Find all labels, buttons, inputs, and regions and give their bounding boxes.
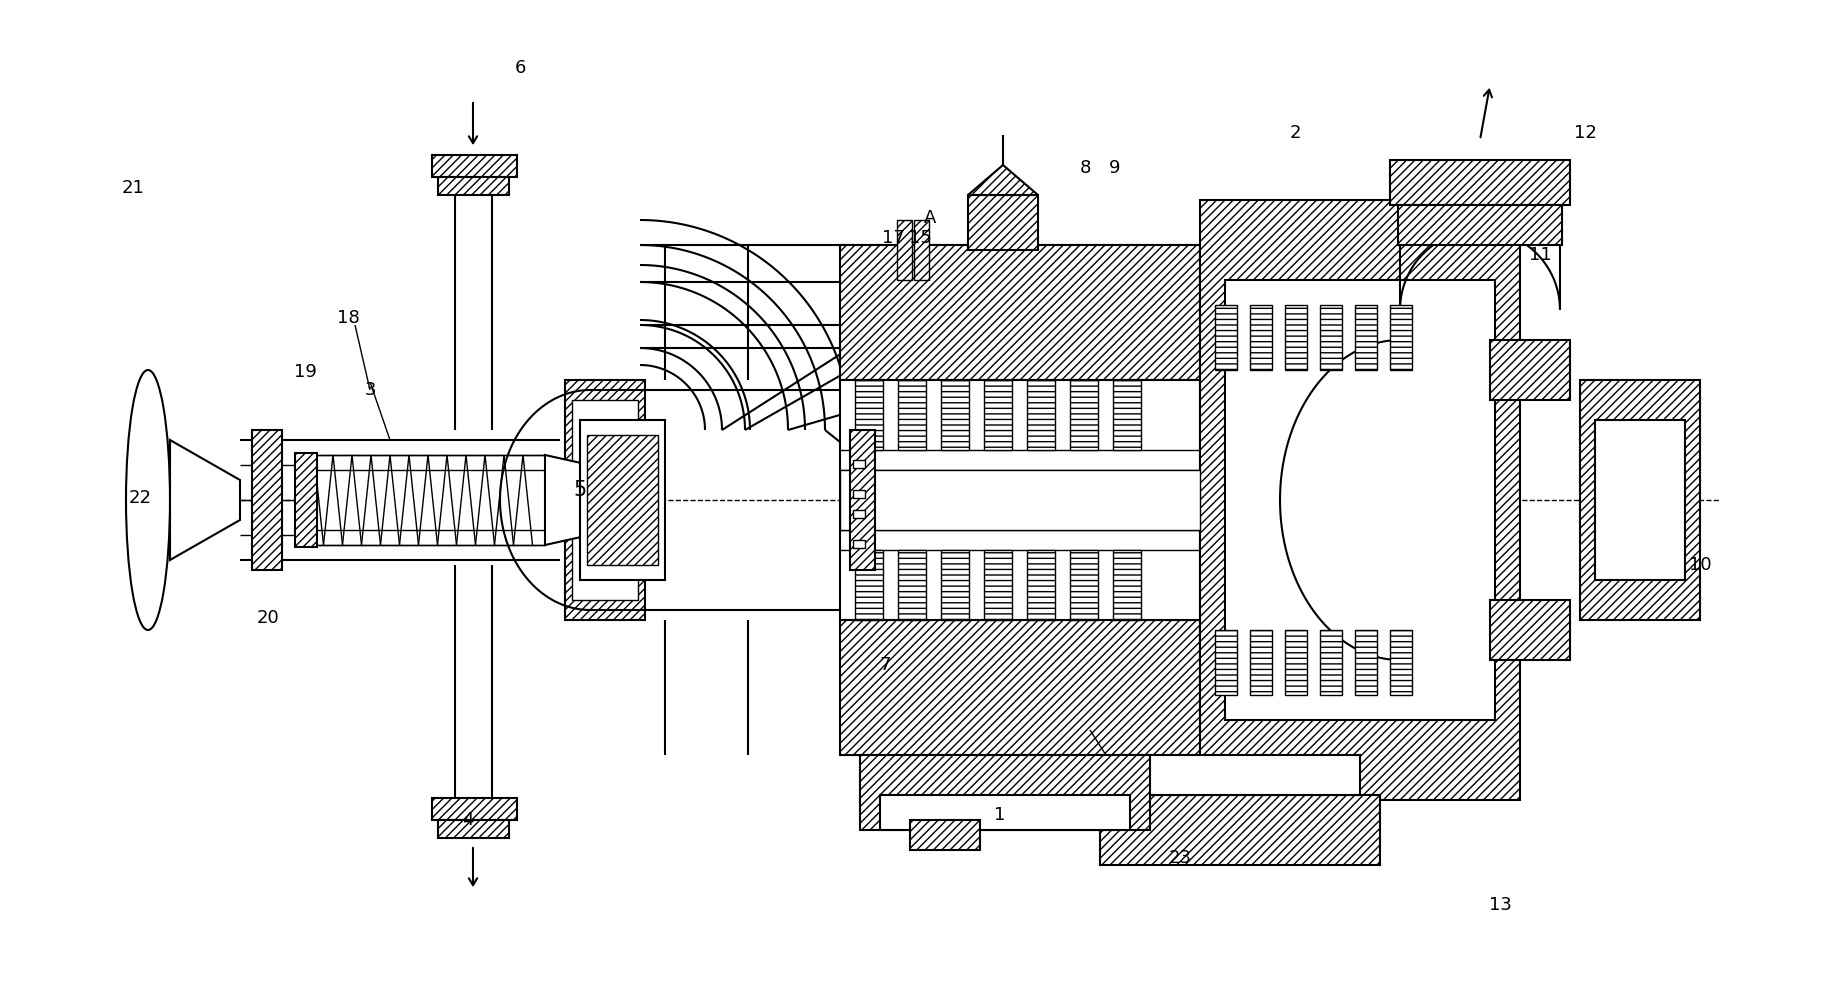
Bar [572, 400, 638, 600]
Text: 9: 9 [1110, 159, 1121, 177]
Text: 22: 22 [128, 489, 152, 507]
Bar [1285, 630, 1307, 695]
Bar [854, 490, 865, 498]
Bar [1250, 305, 1272, 370]
Bar [1100, 795, 1380, 865]
Bar [969, 195, 1038, 250]
Bar [841, 620, 1199, 755]
Bar [1596, 420, 1685, 580]
Bar [431, 798, 517, 820]
Text: 11: 11 [1528, 246, 1552, 264]
Text: 19: 19 [294, 363, 316, 381]
Bar [431, 155, 517, 177]
Bar [1216, 630, 1238, 695]
Bar [565, 380, 645, 620]
Bar [1389, 160, 1570, 205]
Bar [1121, 755, 1360, 795]
Bar [1320, 630, 1342, 695]
Bar [1320, 305, 1342, 370]
Bar [1490, 340, 1570, 400]
Polygon shape [170, 440, 239, 560]
Bar [579, 420, 665, 580]
Bar [1225, 280, 1495, 720]
Bar [1389, 630, 1411, 695]
Polygon shape [545, 455, 590, 545]
Bar [587, 435, 658, 565]
Bar [1199, 200, 1521, 800]
Bar [859, 755, 1150, 830]
Polygon shape [969, 165, 1038, 195]
Text: 7: 7 [879, 656, 890, 674]
Bar [841, 470, 1199, 530]
Bar [856, 380, 883, 450]
Bar [1355, 630, 1376, 695]
Bar [941, 550, 969, 620]
Bar [898, 380, 927, 450]
Text: 13: 13 [1488, 896, 1512, 914]
Text: 8: 8 [1079, 159, 1091, 177]
Bar [856, 550, 883, 620]
Text: A: A [923, 209, 936, 227]
Bar [983, 380, 1013, 450]
Text: 17: 17 [881, 229, 905, 247]
Bar [1113, 550, 1141, 620]
Text: 4: 4 [462, 811, 473, 829]
Bar [1113, 380, 1141, 450]
Bar [914, 220, 929, 280]
Bar [1398, 205, 1561, 245]
Bar [1069, 550, 1099, 620]
Text: 12: 12 [1574, 124, 1596, 142]
Bar [1216, 305, 1238, 370]
Bar [252, 430, 282, 570]
Text: 21: 21 [122, 179, 144, 197]
Bar [879, 795, 1130, 830]
Text: 2: 2 [1289, 124, 1302, 142]
Bar [294, 453, 316, 547]
Text: 3: 3 [364, 381, 377, 399]
Bar [1027, 380, 1055, 450]
Text: 1: 1 [994, 806, 1005, 824]
Bar [439, 177, 508, 195]
Text: 10: 10 [1689, 556, 1711, 574]
Bar [898, 550, 927, 620]
Text: 5: 5 [574, 480, 587, 500]
Bar [841, 380, 1199, 620]
Bar [1250, 630, 1272, 695]
Ellipse shape [126, 370, 170, 630]
Text: 6: 6 [514, 59, 526, 77]
Bar [1579, 380, 1700, 620]
Bar [1027, 550, 1055, 620]
Text: 15: 15 [909, 229, 932, 247]
Bar [1490, 600, 1570, 660]
Bar [854, 540, 865, 548]
Bar [1389, 305, 1411, 370]
Bar [850, 430, 876, 570]
Bar [854, 510, 865, 518]
Bar [439, 820, 508, 838]
Bar [1285, 305, 1307, 370]
Bar [841, 245, 1199, 380]
Bar [1355, 305, 1376, 370]
Text: 23: 23 [1168, 849, 1192, 867]
Bar [854, 460, 865, 468]
Bar [941, 380, 969, 450]
Bar [1069, 380, 1099, 450]
Text: 20: 20 [256, 609, 280, 627]
Bar [898, 220, 912, 280]
Bar [294, 455, 545, 545]
Text: 18: 18 [336, 309, 360, 327]
Bar [910, 820, 980, 850]
Bar [983, 550, 1013, 620]
